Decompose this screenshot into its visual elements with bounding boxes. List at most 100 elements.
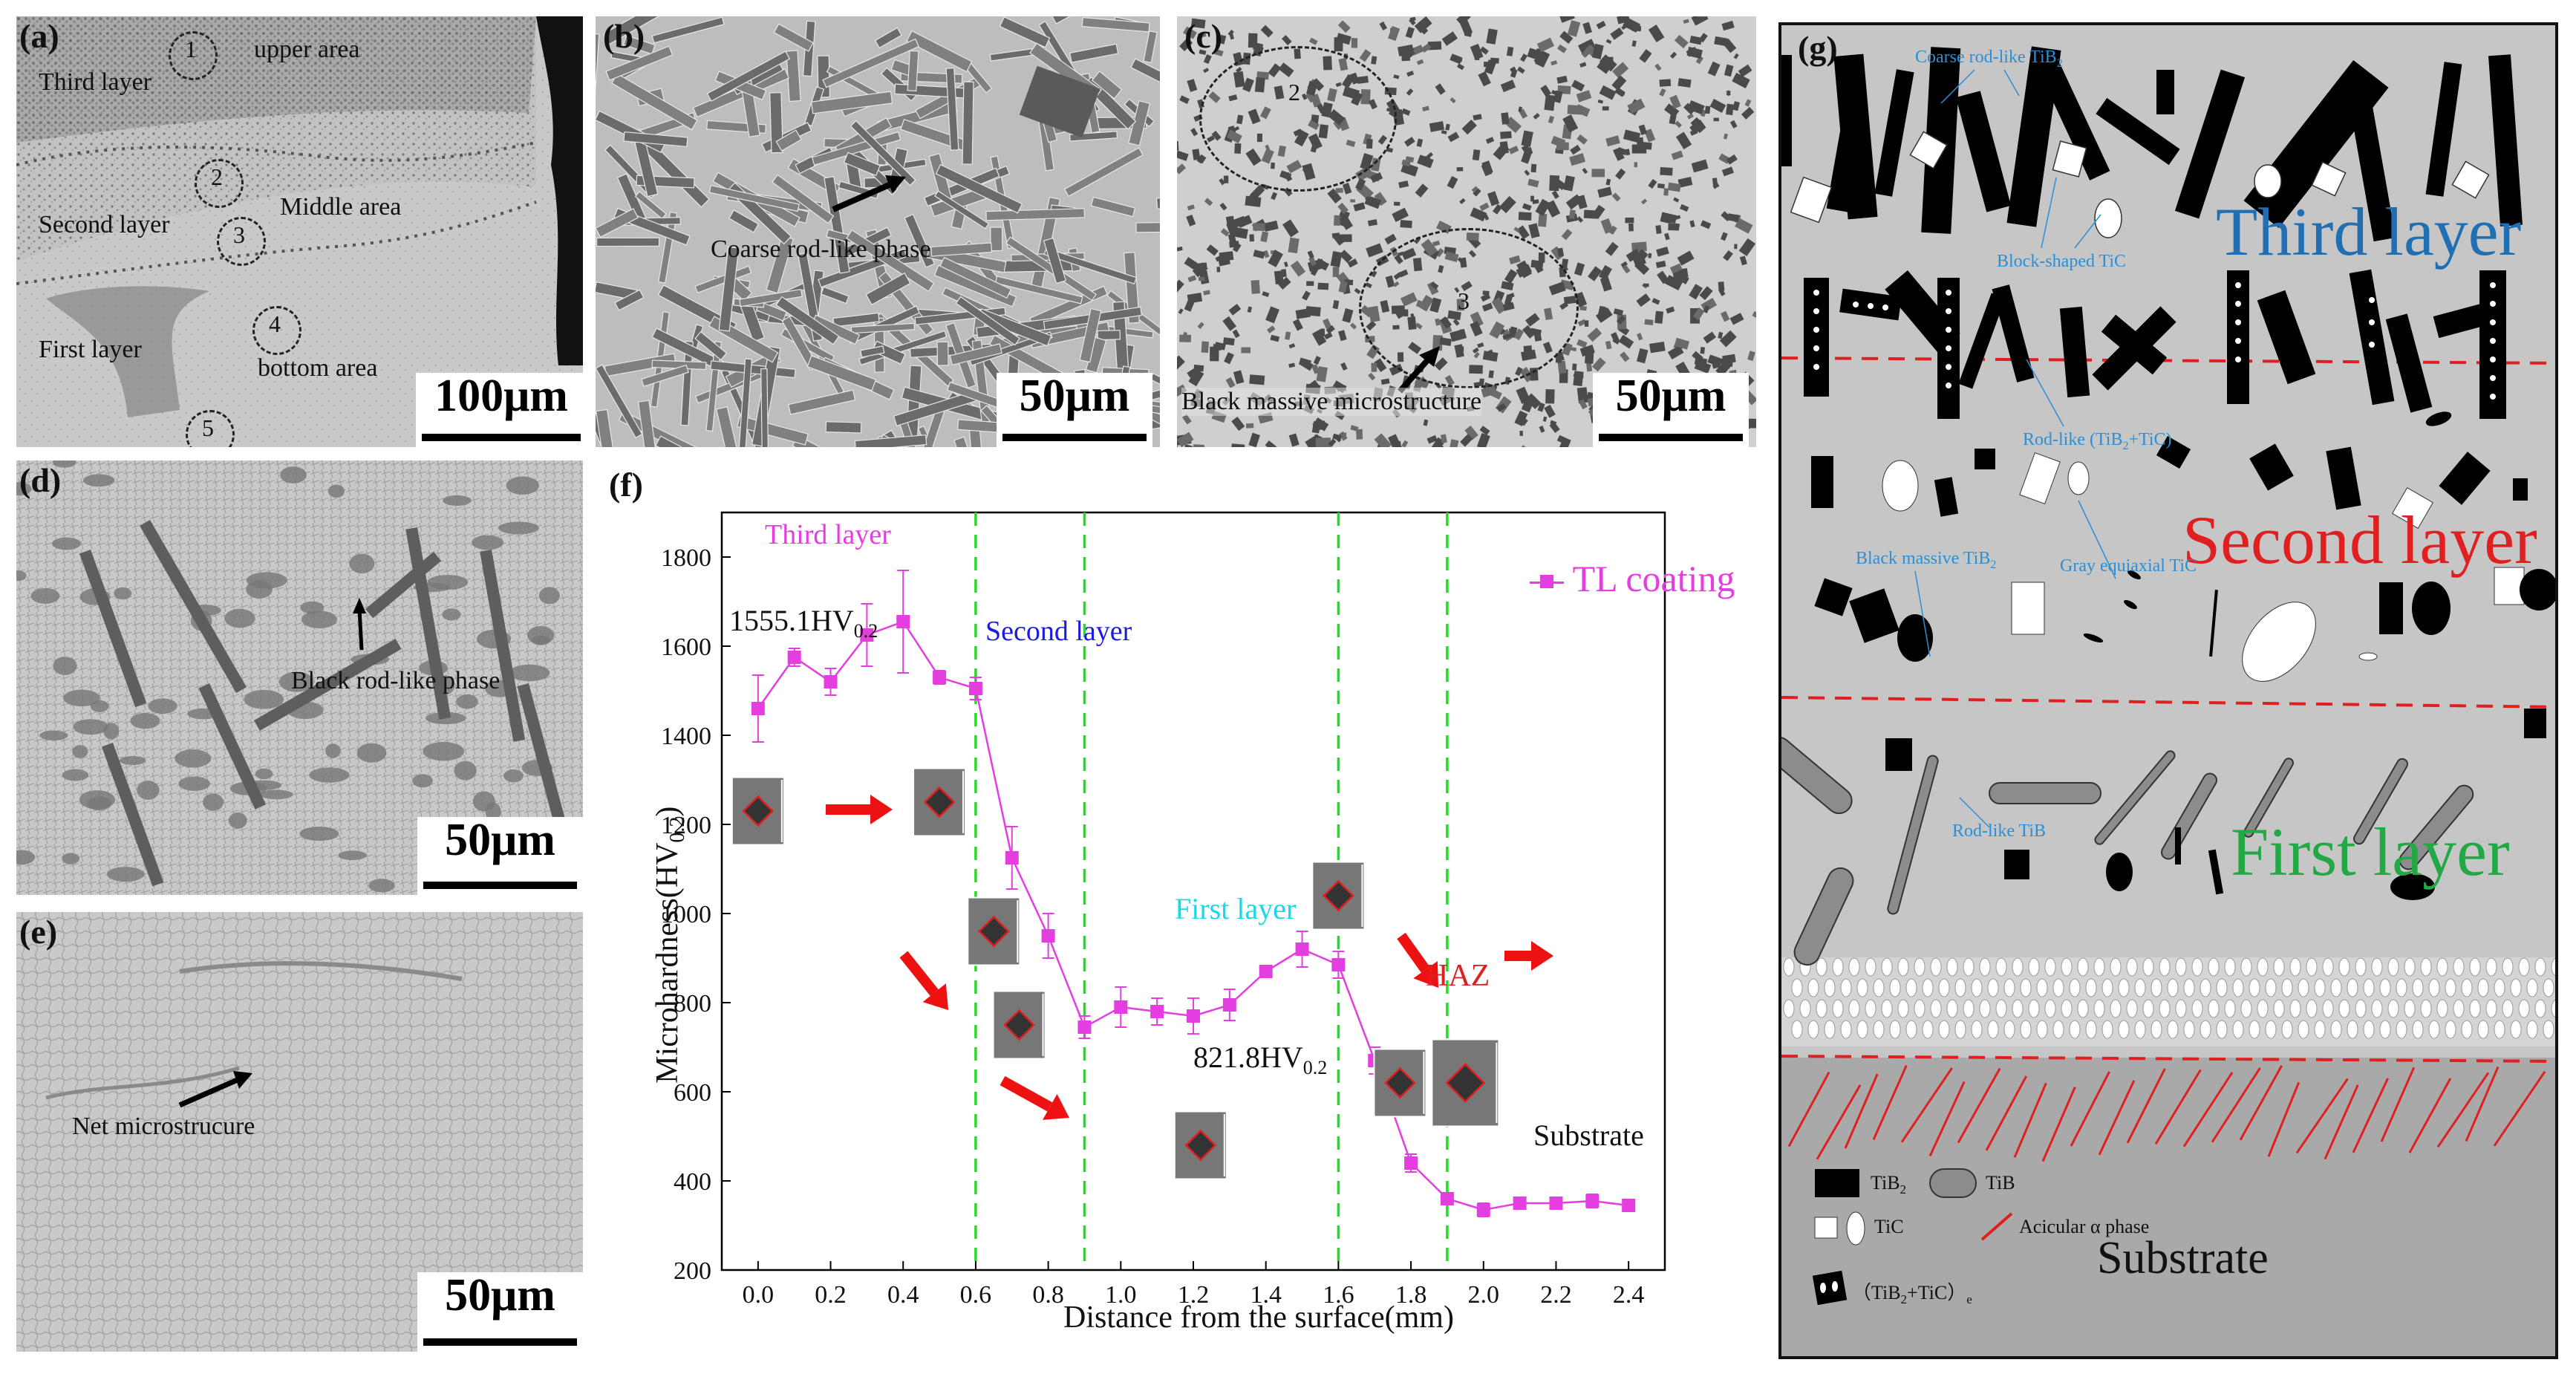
blob xyxy=(1669,263,1683,274)
dark-patch xyxy=(53,657,77,675)
chart-legend: TL coating xyxy=(1530,557,1735,600)
blob xyxy=(1568,209,1576,220)
red-arrow xyxy=(826,795,893,824)
blob xyxy=(1573,370,1579,378)
blob xyxy=(1288,433,1300,447)
blob xyxy=(1597,61,1611,74)
blob xyxy=(1506,46,1514,56)
dark-patch xyxy=(255,768,273,780)
acicular-line xyxy=(1957,1067,2001,1144)
blob xyxy=(1260,25,1274,38)
blob xyxy=(1519,53,1527,62)
interface-ellipse xyxy=(2404,999,2416,1018)
interface-ellipse xyxy=(2477,1020,2489,1039)
boundary-second-first xyxy=(1781,696,2555,709)
net-microstructure-label: Net microstrucure xyxy=(72,1113,255,1140)
blob xyxy=(1605,241,1619,256)
dark-patch xyxy=(106,867,145,882)
y-tick-label: 1600 xyxy=(661,634,711,661)
interface-ellipse xyxy=(2126,999,2138,1018)
rodlike-tib2tic-annotation: Rod-like (TiB2+TiC) xyxy=(2023,430,2172,453)
interface-ellipse xyxy=(2044,999,2056,1018)
blob xyxy=(1738,64,1752,77)
interface-ellipse xyxy=(2273,957,2285,977)
blob xyxy=(1384,233,1397,245)
blob xyxy=(1618,334,1634,349)
blob xyxy=(1612,62,1629,78)
dark-patch xyxy=(509,664,550,682)
blob xyxy=(1449,439,1459,447)
data-point xyxy=(1041,929,1055,942)
blob xyxy=(1518,106,1523,112)
blob xyxy=(1292,319,1303,331)
interface-ellipse xyxy=(2379,1020,2391,1039)
blob xyxy=(1668,224,1680,231)
rod xyxy=(907,50,919,92)
blob xyxy=(1690,117,1706,134)
coarse-rod-label: Coarse rod-like phase xyxy=(711,235,931,263)
dark-patch xyxy=(30,587,60,604)
interface-ellipse xyxy=(2485,957,2497,977)
rod xyxy=(969,331,1053,366)
blob xyxy=(1401,162,1419,177)
interface-ellipse xyxy=(1783,999,1795,1018)
interface-ellipse xyxy=(1832,957,1844,977)
blob xyxy=(1192,262,1208,278)
interface-ellipse xyxy=(1954,1020,1966,1039)
panel-c-scale-text: 50μm xyxy=(1615,371,1726,421)
blob xyxy=(1342,183,1352,195)
dark-patch xyxy=(427,574,469,590)
blob xyxy=(1312,420,1327,432)
interface-ellipse xyxy=(2281,978,2293,997)
indent-diamond xyxy=(1384,1067,1416,1099)
rod xyxy=(596,364,643,439)
interface-ellipse xyxy=(1987,1020,1999,1039)
rodlike-tib2tic-text: Rod-like (TiB xyxy=(2023,430,2123,449)
chart-third-layer: Third layer xyxy=(765,519,891,550)
interface-ellipse xyxy=(1963,999,1975,1018)
blob xyxy=(1596,21,1606,30)
dark-patch xyxy=(278,671,314,692)
blob xyxy=(1266,325,1276,333)
rod xyxy=(858,330,948,366)
interface-ellipse xyxy=(1856,1020,1868,1039)
rod xyxy=(708,184,800,212)
blob xyxy=(1605,178,1611,186)
blob xyxy=(1187,368,1199,378)
circle-1 xyxy=(169,31,218,80)
rod xyxy=(824,176,850,274)
circle-c3-num: 3 xyxy=(1458,287,1470,314)
blob xyxy=(1288,362,1296,368)
dark-patch xyxy=(498,521,539,535)
interface-ellipse xyxy=(1848,999,1860,1018)
interface-ellipse xyxy=(2159,957,2171,977)
interface-ellipse xyxy=(2257,957,2269,977)
interface-ellipse xyxy=(2036,978,2048,997)
rod xyxy=(1097,330,1121,341)
rod xyxy=(773,23,814,52)
blob xyxy=(1354,178,1366,191)
interface-ellipse xyxy=(1922,978,1934,997)
blob xyxy=(1220,228,1230,237)
acicular-line xyxy=(2352,1078,2389,1153)
interface-ellipse xyxy=(2322,999,2334,1018)
blob xyxy=(1201,341,1209,354)
panel-b-arrow xyxy=(832,175,906,212)
circle-3-num: 3 xyxy=(233,221,245,248)
blob xyxy=(1406,88,1414,96)
blob xyxy=(1339,431,1348,441)
blob xyxy=(1414,16,1432,33)
interface-ellipse xyxy=(1930,999,1942,1018)
interface-ellipse xyxy=(2347,1020,2358,1039)
blob xyxy=(1644,319,1654,325)
interface-ellipse xyxy=(2167,978,2179,997)
blob xyxy=(1236,215,1253,228)
interface-ellipse xyxy=(2355,999,2367,1018)
interface-ellipse xyxy=(1897,957,1909,977)
blob xyxy=(1368,372,1376,381)
blob xyxy=(1485,137,1495,144)
blob xyxy=(1557,44,1568,53)
data-point xyxy=(751,702,765,715)
blob xyxy=(1669,51,1677,59)
interface-ellipse xyxy=(2028,999,2040,1018)
